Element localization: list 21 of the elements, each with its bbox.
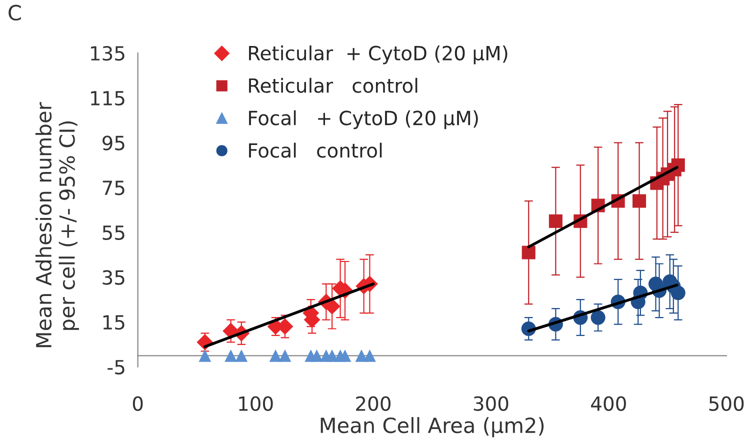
y-tick-label: 35	[102, 270, 124, 285]
legend-label: Reticular + CytoD (20 µM)	[249, 45, 508, 64]
y-tick-label: 115	[91, 91, 124, 106]
y-tick-label: 15	[103, 315, 124, 330]
legend-label: Focal + CytoD (20 µM)	[249, 110, 478, 130]
legend-label: Focal control	[249, 142, 382, 158]
legend-label: Reticular control	[249, 78, 418, 93]
y-tick-label: 95	[102, 136, 124, 150]
x-tick-label: 200	[356, 396, 391, 411]
x-tick-label: 300	[474, 396, 508, 411]
x-tick-label: 400	[591, 396, 626, 411]
y-tick-label: 55	[102, 226, 124, 240]
text: C	[8, 4, 21, 21]
x-axis-title: Mean Cell Area (µm2)	[320, 417, 544, 438]
x-tick-label: 0	[132, 396, 143, 411]
y-tick-label: 135	[91, 46, 124, 61]
y-axis-title: Mean Adhesion number per cell (+/- 95% CI)	[35, 102, 79, 348]
y-tick-label: 75	[102, 180, 124, 196]
y-tick-label: -5	[108, 360, 124, 375]
x-tick-label: 100	[239, 396, 273, 411]
x-tick-label: 500	[709, 396, 744, 411]
